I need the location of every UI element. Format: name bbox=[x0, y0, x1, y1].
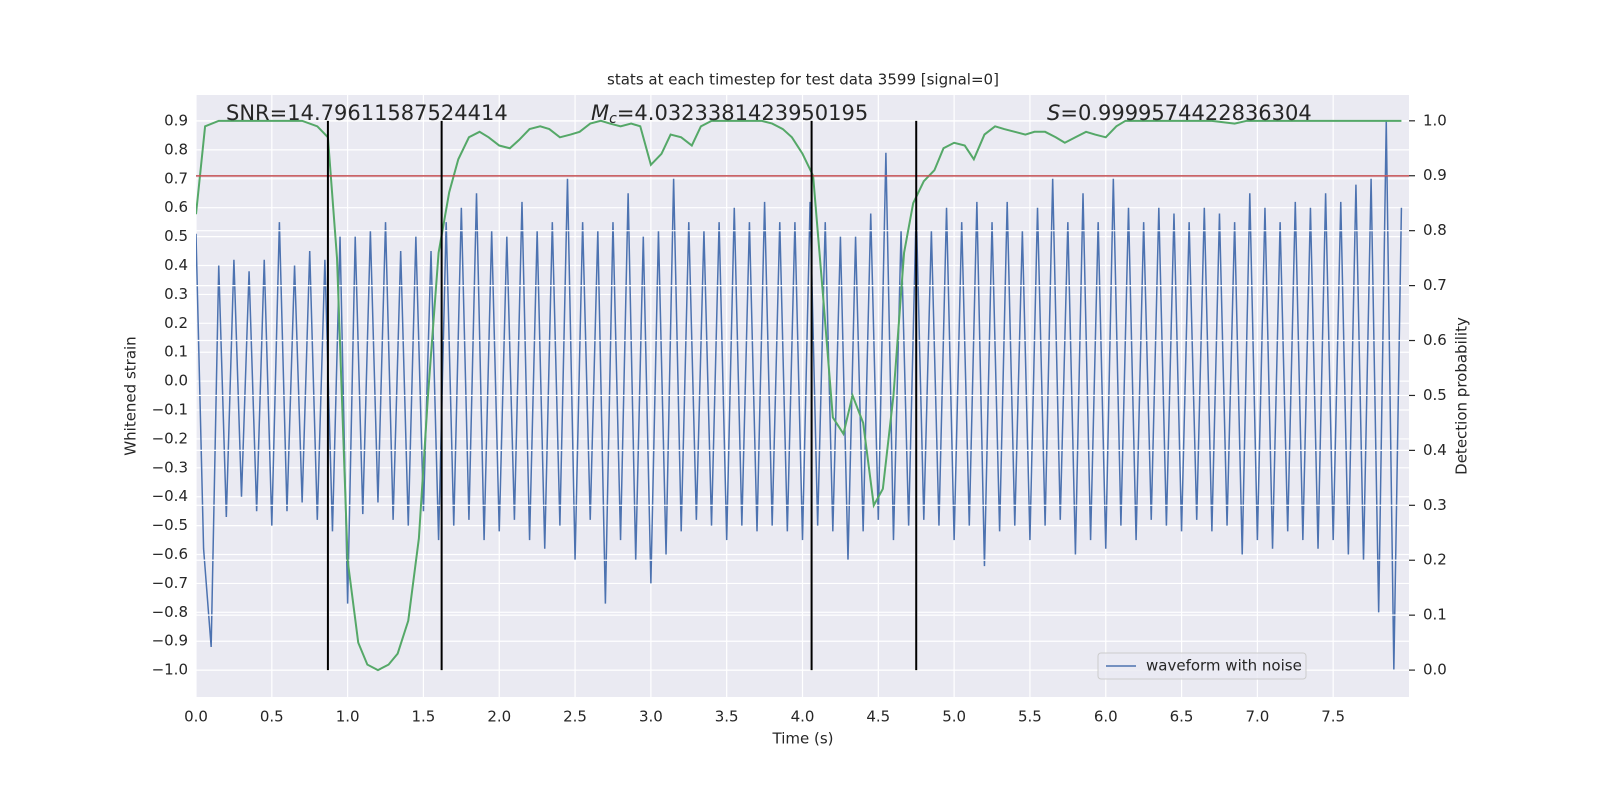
y-axis-label: Whitened strain bbox=[122, 336, 140, 455]
annotation-subscript: c bbox=[609, 111, 617, 127]
annotation: Mc=4.0323381423950195 bbox=[591, 101, 868, 127]
y-tick-label: −0.9 bbox=[152, 632, 188, 650]
y2-tick-label: 0.3 bbox=[1423, 496, 1447, 514]
x-tick-label: 3.5 bbox=[715, 708, 739, 726]
x-tick-label: 4.0 bbox=[791, 708, 815, 726]
annotation: SNR=14.79611587524414 bbox=[226, 101, 508, 125]
y2-tick-label: 0.2 bbox=[1423, 551, 1447, 569]
y-tick-label: −0.6 bbox=[152, 545, 188, 563]
x-tick-label: 6.5 bbox=[1170, 708, 1194, 726]
annotation-text: SNR=14.79611587524414 bbox=[226, 101, 508, 125]
annotation-text: =4.0323381423950195 bbox=[617, 101, 868, 125]
y2-tick-label: 0.4 bbox=[1423, 441, 1447, 459]
annotation-text: =0.9999574422836304 bbox=[1060, 101, 1311, 125]
annotation-symbol: M bbox=[591, 101, 609, 125]
annotation-symbol: S bbox=[1047, 101, 1060, 125]
y-tick-label: 0.0 bbox=[164, 372, 188, 390]
y-tick-label: 0.7 bbox=[164, 169, 188, 187]
x-tick-label: 3.0 bbox=[639, 708, 663, 726]
y-tick-label: 0.3 bbox=[164, 285, 188, 303]
x-tick-label: 1.5 bbox=[412, 708, 436, 726]
y2-axis-label: Detection probability bbox=[1453, 317, 1471, 475]
x-axis-label: Time (s) bbox=[772, 730, 834, 748]
x-tick-label: 0.5 bbox=[260, 708, 284, 726]
y-tick-label: −0.2 bbox=[152, 429, 188, 447]
x-tick-label: 5.0 bbox=[942, 708, 966, 726]
x-tick-label: 6.0 bbox=[1094, 708, 1118, 726]
y2-tick-label: 0.8 bbox=[1423, 221, 1447, 239]
x-tick-label: 7.5 bbox=[1321, 708, 1345, 726]
y2-tick-label: 0.6 bbox=[1423, 331, 1447, 349]
y-tick-label: −0.1 bbox=[152, 401, 188, 419]
y2-tick-label: 0.5 bbox=[1423, 386, 1447, 404]
x-tick-label: 4.5 bbox=[866, 708, 890, 726]
chart-title: stats at each timestep for test data 359… bbox=[607, 71, 999, 89]
legend-label: waveform with noise bbox=[1146, 657, 1302, 675]
y-tick-label: 0.8 bbox=[164, 140, 188, 158]
x-tick-label: 5.5 bbox=[1018, 708, 1042, 726]
y2-tick-label: 1.0 bbox=[1423, 111, 1447, 129]
y-tick-label: 0.5 bbox=[164, 227, 188, 245]
series-line bbox=[196, 120, 1403, 671]
y2-tick-label: 0.7 bbox=[1423, 276, 1447, 294]
y-tick-label: 0.2 bbox=[164, 314, 188, 332]
y-tick-label: −1.0 bbox=[152, 661, 188, 679]
annotation: S=0.9999574422836304 bbox=[1047, 101, 1312, 125]
series-line bbox=[196, 119, 1402, 672]
y2-tick-label: 0.9 bbox=[1423, 166, 1447, 184]
y2-tick-label: 0.1 bbox=[1423, 606, 1447, 624]
y-tick-label: 0.4 bbox=[164, 256, 188, 274]
y-tick-label: −0.8 bbox=[152, 603, 188, 621]
x-tick-label: 1.0 bbox=[336, 708, 360, 726]
x-tick-label: 2.5 bbox=[563, 708, 587, 726]
y-tick-label: 0.6 bbox=[164, 198, 188, 216]
y-tick-label: −0.5 bbox=[152, 516, 188, 534]
y-tick-label: −0.3 bbox=[152, 458, 188, 476]
y-tick-label: −0.4 bbox=[152, 487, 188, 505]
x-tick-label: 0.0 bbox=[184, 708, 208, 726]
y-tick-label: −0.7 bbox=[152, 574, 188, 592]
y2-tick-label: 0.0 bbox=[1423, 661, 1447, 679]
y-tick-label: 0.9 bbox=[164, 112, 188, 130]
legend-box bbox=[1097, 652, 1307, 680]
x-tick-label: 7.0 bbox=[1245, 708, 1269, 726]
x-tick-label: 2.0 bbox=[487, 708, 511, 726]
y-tick-label: 0.1 bbox=[164, 343, 188, 361]
